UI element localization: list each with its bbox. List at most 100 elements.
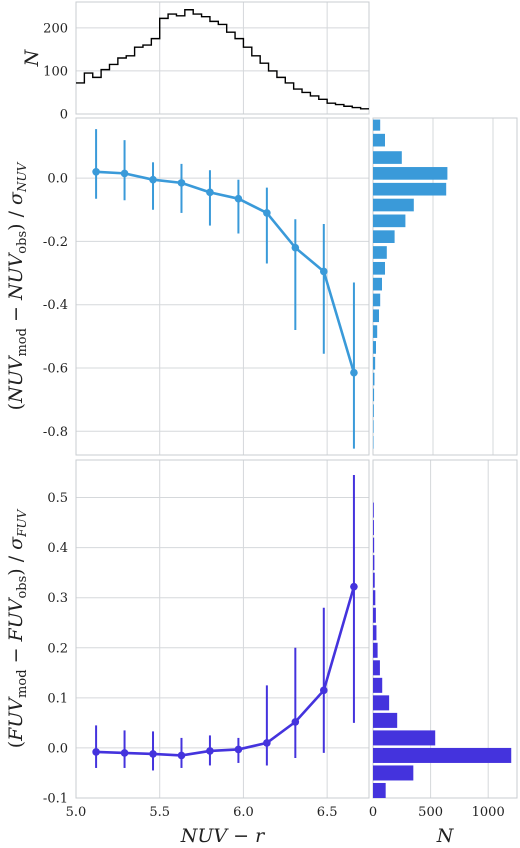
nuv-hist-bar bbox=[373, 198, 414, 212]
nuv-hist-bar bbox=[373, 356, 376, 370]
fuv-ytick-label: 0.4 bbox=[47, 541, 68, 556]
fuv-xlabel: NUV − r bbox=[180, 825, 266, 847]
fuv-hist-bar bbox=[373, 695, 390, 711]
ylabel-var: NUV bbox=[5, 354, 27, 404]
nuv-point bbox=[206, 188, 214, 197]
nuv-hist-bar bbox=[373, 119, 381, 131]
xlabel-minus: − bbox=[227, 825, 255, 847]
nuv-point bbox=[350, 368, 358, 377]
top-hist-ytick-label: 200 bbox=[43, 21, 68, 36]
nuv-point bbox=[149, 175, 157, 184]
ylabel-sigma: σ bbox=[5, 191, 27, 205]
nuv-point bbox=[234, 194, 243, 203]
nuv-hist-bar bbox=[373, 167, 448, 180]
fuv-point bbox=[319, 686, 328, 695]
xlabel-var: NUV bbox=[180, 825, 230, 847]
fuv-hist-bar bbox=[373, 642, 378, 658]
ylabel-var: FUV bbox=[5, 696, 27, 742]
nuv-hist-bar bbox=[373, 214, 406, 228]
fuv-point bbox=[92, 748, 100, 756]
fuv-ytick-label: 0.2 bbox=[47, 641, 68, 656]
nuv-point bbox=[291, 243, 300, 252]
nuv-ytick-label: 0.0 bbox=[47, 172, 68, 187]
ylabel-sub: mod bbox=[15, 328, 30, 356]
top-hist-frame bbox=[75, 1, 370, 115]
fuv-hist-bar bbox=[373, 625, 377, 641]
fuv-hist-bar bbox=[373, 782, 386, 798]
nuv-hist-bar bbox=[373, 133, 385, 147]
ylabel-sigma-sub: NUV bbox=[15, 161, 29, 193]
ylabel-minus: − bbox=[5, 641, 27, 669]
ylabel-sub: obs bbox=[15, 576, 30, 599]
nuv-hist-bar bbox=[373, 341, 376, 354]
ylabel-paren: ( bbox=[5, 403, 27, 410]
fuv-point bbox=[263, 739, 271, 747]
nuv-hist-bar bbox=[373, 388, 375, 402]
ylabel-var: NUV bbox=[5, 251, 27, 301]
nuv-point bbox=[263, 209, 271, 217]
nuv-ylabel: (NUVmod − NUVobs) / σNUV bbox=[5, 161, 30, 410]
nuv-ytick-label: -0.8 bbox=[43, 425, 68, 440]
fuv-hist-bar bbox=[373, 607, 376, 623]
ylabel-minus: − bbox=[5, 300, 27, 328]
fuv-hist-bar bbox=[373, 712, 398, 728]
fuv-ytick-label: 0.1 bbox=[47, 691, 68, 706]
fuv-hist-bar bbox=[373, 502, 374, 518]
nuv-hist-bar bbox=[373, 277, 382, 291]
nuv-hist-bar bbox=[373, 230, 395, 243]
ylabel-sigma-sub: FUV bbox=[15, 508, 29, 537]
nuv-hist-bar bbox=[373, 404, 374, 418]
fuv-frame bbox=[75, 459, 370, 799]
fuv-point bbox=[177, 751, 186, 760]
fuv-hist-bar bbox=[373, 730, 436, 746]
top-hist-ylabel: N bbox=[21, 48, 43, 67]
fuv-hist-xtick-label: 0 bbox=[369, 805, 377, 820]
fuv-point bbox=[234, 745, 243, 754]
xlabel-var: r bbox=[255, 825, 266, 847]
nuv-frame bbox=[75, 117, 370, 456]
fuv-xtick-label: 5.0 bbox=[66, 805, 87, 820]
fuv-hist-bar bbox=[373, 747, 512, 763]
fuv-point bbox=[206, 747, 214, 755]
fuv-ytick-label: 0.3 bbox=[47, 591, 68, 606]
fuv-hist-xlabel: N bbox=[436, 825, 455, 847]
fuv-ytick-label: 0.0 bbox=[47, 741, 68, 756]
ylabel-var: FUV bbox=[5, 596, 27, 642]
nuv-point bbox=[177, 179, 186, 187]
nuv-hist-bar bbox=[373, 261, 385, 275]
nuv-hist-bar bbox=[373, 325, 378, 338]
fuv-hist-bar bbox=[373, 677, 383, 693]
top-hist-ytick-label: 0 bbox=[60, 108, 68, 123]
fuv-hist-xtick-label: 1000 bbox=[472, 805, 505, 820]
fuv-hist-frame bbox=[372, 459, 518, 799]
fuv-hist-bar bbox=[373, 765, 414, 781]
ylabel-sub: obs bbox=[15, 231, 30, 254]
nuv-ytick-label: -0.2 bbox=[43, 235, 68, 250]
fuv-hist-bar bbox=[373, 572, 375, 588]
fuv-hist-bar bbox=[373, 590, 376, 606]
fuv-hist-bar bbox=[373, 555, 375, 571]
fuv-hist-bar bbox=[373, 520, 374, 536]
top-hist-ytick-label: 100 bbox=[43, 64, 68, 79]
nuv-point bbox=[120, 169, 129, 178]
fuv-point bbox=[149, 750, 157, 758]
nuv-ytick-label: -0.6 bbox=[43, 361, 68, 376]
ylabel-sigma: σ bbox=[5, 536, 27, 550]
nuv-hist-bar bbox=[373, 372, 375, 386]
fuv-point bbox=[291, 718, 300, 726]
nuv-ytick-label: -0.4 bbox=[43, 298, 68, 313]
nuv-hist-bar bbox=[373, 309, 379, 323]
fuv-xtick-label: 6.5 bbox=[317, 805, 338, 820]
nuv-point bbox=[92, 167, 100, 176]
fuv-point bbox=[350, 582, 358, 591]
nuv-hist-bar bbox=[373, 182, 447, 196]
fuv-xtick-label: 5.5 bbox=[149, 805, 170, 820]
top-hist-step bbox=[76, 9, 369, 110]
nuv-series-line bbox=[96, 170, 356, 374]
nuv-hist-bar bbox=[373, 420, 374, 433]
fuv-ylabel: (FUVmod − FUVobs) / σFUV bbox=[5, 508, 30, 748]
nuv-hist-bar bbox=[373, 246, 387, 259]
fuv-xtick-label: 6.0 bbox=[233, 805, 254, 820]
ylabel-paren: ) / bbox=[5, 205, 27, 231]
